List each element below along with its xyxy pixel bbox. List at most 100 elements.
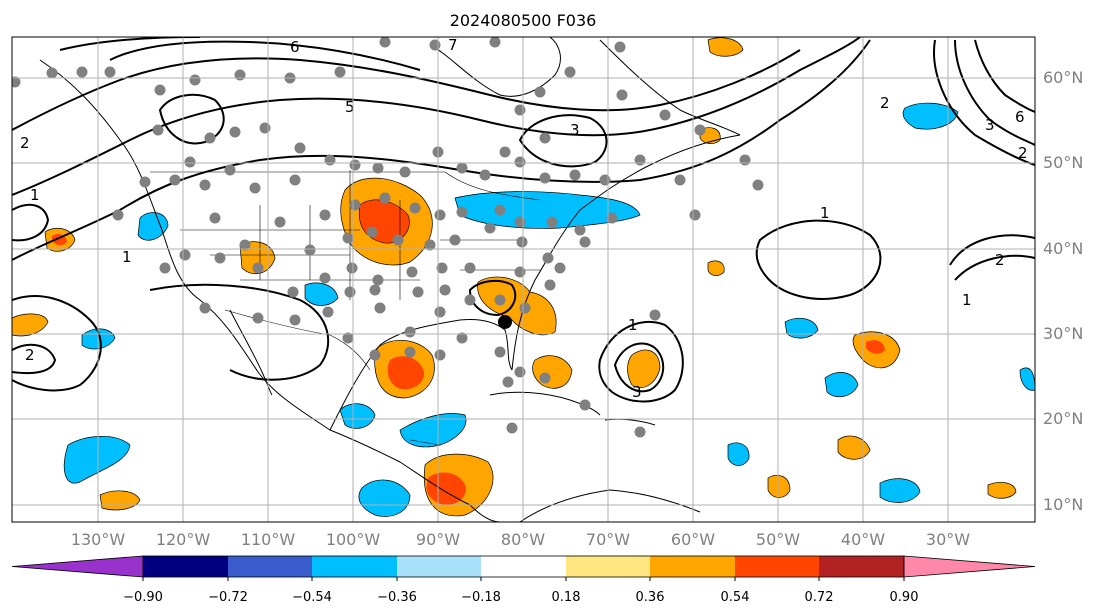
anomaly-patch-strong [866, 340, 885, 354]
station-dot [514, 216, 526, 228]
colorbar-tick-label: −0.36 [377, 590, 417, 605]
station-dot [674, 174, 686, 186]
station-dot [159, 262, 171, 274]
station-dot [439, 284, 451, 296]
anomaly-patch-positive [627, 349, 661, 389]
figure-title: 2024080500 F036 [450, 11, 597, 30]
colorbar-bin [481, 556, 566, 577]
station-dot [599, 174, 611, 186]
station-dot [259, 122, 271, 134]
lon-axis: 130°W 120°W 110°W 100°W 90°W 80°W 70°W 6… [71, 530, 970, 549]
cuba [489, 391, 601, 416]
station-dot [349, 159, 361, 171]
station-dot [404, 326, 416, 338]
station-dot [429, 39, 441, 51]
lon-label: 100°W [326, 530, 381, 549]
colorbar-tick-label: −0.72 [208, 590, 248, 605]
station-dot [539, 132, 551, 144]
lon-label: 40°W [841, 530, 885, 549]
station-dot [412, 286, 424, 298]
anomaly-patch-negative [1019, 367, 1035, 391]
station-dot [392, 234, 404, 246]
contour-label: 1 [628, 316, 638, 334]
contour-label: 6 [1015, 108, 1025, 126]
station-dot [739, 154, 751, 166]
station-dot [634, 154, 646, 166]
station-dot [154, 84, 166, 96]
station-dot [229, 126, 241, 138]
contour-label: 3 [632, 383, 642, 401]
anomaly-patch-positive [12, 313, 49, 337]
station-dot [514, 266, 526, 278]
lon-label: 70°W [586, 530, 630, 549]
station-dot [379, 37, 391, 48]
station-dot [506, 422, 518, 434]
station-dot [372, 274, 384, 286]
lon-label: 50°W [756, 530, 800, 549]
station-dot [234, 69, 246, 81]
anomaly-patch-positive [837, 435, 871, 460]
station-dot [406, 266, 418, 278]
lat-label: 40°N [1043, 239, 1083, 258]
lat-label: 10°N [1043, 495, 1083, 514]
colorbar-tick-label: −0.18 [461, 590, 501, 605]
lon-label: 110°W [241, 530, 296, 549]
anomaly-patch-negative [784, 317, 819, 339]
station-dot [289, 314, 301, 326]
station-dot [554, 262, 566, 274]
station-dot [342, 332, 354, 344]
station-dot [514, 156, 526, 168]
station-dot [434, 209, 446, 221]
station-dot [694, 124, 706, 136]
station-dot [12, 76, 21, 88]
station-dot [252, 262, 264, 274]
anomaly-patch-negative [902, 102, 959, 130]
anomaly-patch-strong [387, 356, 425, 390]
state-borders [150, 170, 541, 446]
colorbar-bin [566, 556, 650, 577]
station-dot [544, 279, 556, 291]
station-dot [606, 212, 618, 224]
anomaly-patch-negative [339, 403, 376, 429]
station-dot [502, 376, 514, 388]
station-dot [214, 252, 226, 264]
anomaly-patch-positive [477, 276, 557, 336]
station-dot [434, 349, 446, 361]
station-dot [304, 244, 316, 256]
colorbar-bin [312, 556, 397, 577]
station-dot [436, 262, 448, 274]
station-dot [449, 234, 461, 246]
station-dot [456, 332, 468, 344]
contour-label: 6 [290, 38, 300, 56]
station-dot [579, 236, 591, 248]
anomaly-patch-negative [358, 479, 411, 517]
station-dot [334, 66, 346, 78]
station-dot [112, 209, 124, 221]
station-dot [204, 132, 216, 144]
station-dot [366, 226, 378, 238]
contour-label: 2 [1018, 144, 1028, 162]
lon-label: 90°W [416, 530, 460, 549]
station-dot [404, 346, 416, 358]
station-dot [184, 156, 196, 168]
lat-axis: 60°N 50°N 40°N 30°N 20°N 10°N [1043, 68, 1083, 514]
contour-label: 2 [880, 94, 890, 112]
station-dot [249, 182, 261, 194]
station-dot [499, 146, 511, 158]
station-dot [456, 162, 468, 174]
contour-label: 1 [122, 248, 132, 266]
colorbar-tick-label: −0.54 [292, 590, 332, 605]
station-dot [649, 309, 661, 321]
coastlines [39, 37, 741, 522]
colorbar-tick-label: −0.90 [123, 590, 163, 605]
station-dot [152, 124, 164, 136]
station-dot [464, 262, 476, 274]
station-dot [574, 224, 586, 236]
anomaly-patch-negative [399, 413, 467, 448]
lon-label: 130°W [71, 530, 126, 549]
colorbar-bin [397, 556, 481, 577]
anomaly-patch-negative [304, 282, 339, 306]
station-dot [169, 174, 181, 186]
colorbar-extend-min [11, 555, 144, 578]
lon-label: 60°W [671, 530, 715, 549]
